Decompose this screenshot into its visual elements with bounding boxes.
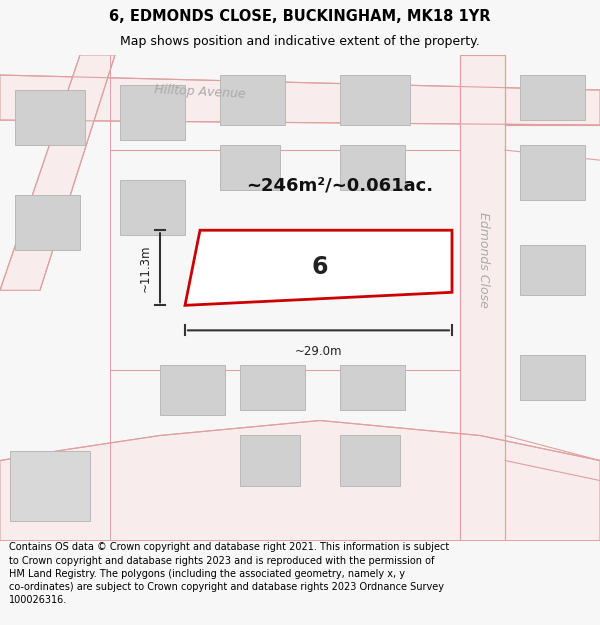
Bar — [15, 195, 80, 250]
Polygon shape — [460, 55, 505, 541]
Bar — [240, 366, 305, 411]
Bar — [15, 90, 85, 145]
Bar — [520, 356, 585, 401]
Text: ~29.0m: ~29.0m — [295, 346, 342, 358]
Bar — [520, 245, 585, 295]
Text: 6, EDMONDS CLOSE, BUCKINGHAM, MK18 1YR: 6, EDMONDS CLOSE, BUCKINGHAM, MK18 1YR — [109, 9, 491, 24]
Bar — [120, 85, 185, 140]
Text: Edmonds Close: Edmonds Close — [476, 213, 490, 308]
Bar — [520, 145, 585, 200]
Bar — [520, 75, 585, 120]
Bar — [160, 366, 225, 416]
Text: Map shows position and indicative extent of the property.: Map shows position and indicative extent… — [120, 35, 480, 48]
Polygon shape — [0, 75, 600, 125]
Bar — [220, 145, 280, 190]
Polygon shape — [185, 230, 452, 306]
Bar — [120, 180, 185, 235]
Bar — [220, 75, 285, 125]
Polygon shape — [0, 55, 115, 290]
Text: ~246m²/~0.061ac.: ~246m²/~0.061ac. — [247, 176, 434, 194]
Bar — [340, 366, 405, 411]
Bar — [340, 436, 400, 486]
Text: 6: 6 — [312, 255, 328, 279]
Text: Hilltop Avenue: Hilltop Avenue — [154, 83, 246, 101]
Text: ~11.3m: ~11.3m — [139, 244, 152, 291]
Polygon shape — [0, 421, 600, 541]
Bar — [340, 145, 405, 190]
Bar — [340, 75, 410, 125]
Bar — [240, 436, 300, 486]
Text: Contains OS data © Crown copyright and database right 2021. This information is : Contains OS data © Crown copyright and d… — [9, 542, 449, 605]
Bar — [10, 451, 90, 521]
